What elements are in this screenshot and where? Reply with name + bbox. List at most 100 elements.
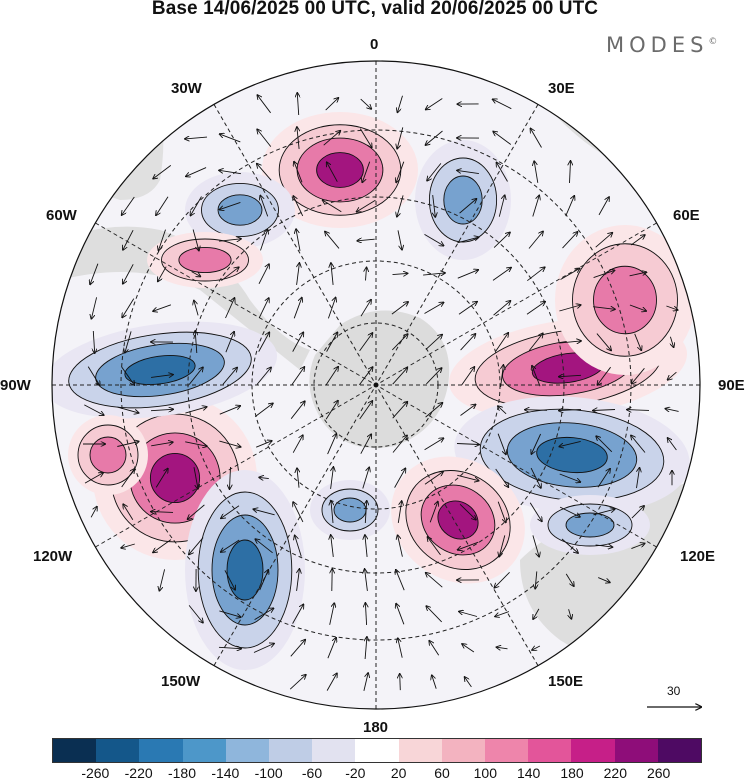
wind-vector <box>185 137 208 139</box>
negative-anomaly <box>333 497 367 523</box>
wind-vector <box>151 442 173 447</box>
anomaly-fields <box>52 112 695 670</box>
wind-vector <box>425 335 442 350</box>
wind-vector <box>565 196 575 217</box>
wind-vector <box>329 603 335 625</box>
wind-vector <box>219 610 240 617</box>
wind-vector <box>219 170 241 175</box>
wind-vector <box>221 267 238 282</box>
wind-vector <box>365 569 368 591</box>
wind-vector <box>595 233 613 248</box>
wind-vector <box>396 604 405 625</box>
wind-vector <box>325 401 338 420</box>
wind-vector <box>529 502 542 522</box>
south-america-land <box>60 226 310 370</box>
wind-vector <box>499 535 506 556</box>
colorbar-swatch <box>225 739 270 762</box>
wind-vector <box>359 128 371 148</box>
wind-vector <box>493 99 512 110</box>
wind-vector <box>495 333 508 352</box>
wind-vector <box>327 434 337 455</box>
wind-vector <box>365 603 366 626</box>
lon-label-120e: 120E <box>680 548 716 565</box>
reference-vector-label: 30 <box>667 684 681 698</box>
colorbar-tick-label: 20 <box>390 765 407 781</box>
negative-anomaly <box>226 539 264 601</box>
wind-vector <box>495 468 509 487</box>
wind-vector <box>365 535 367 557</box>
wind-vector <box>257 164 272 181</box>
wind-vector <box>456 444 479 445</box>
wind-vector <box>153 165 172 178</box>
wind-vector <box>117 406 138 413</box>
colorbar-swatch <box>182 739 226 762</box>
wind-vector <box>253 509 275 516</box>
wind-vector <box>323 131 341 146</box>
colorbar-swatch <box>96 739 140 762</box>
colorbar-tick-label: -220 <box>124 765 153 781</box>
wind-vector <box>188 504 205 519</box>
wind-vector <box>363 673 368 692</box>
wind-vector <box>397 501 401 523</box>
wind-vector <box>326 332 338 352</box>
wind-vector <box>260 196 269 217</box>
wind-vector <box>392 368 408 385</box>
wind-vector <box>498 195 504 217</box>
wind-vector <box>597 366 611 385</box>
wind-vector <box>84 404 103 415</box>
lon-label-180: 180 <box>363 719 389 736</box>
wind-vector <box>360 300 371 317</box>
negative-anomaly <box>565 512 615 538</box>
wind-vector <box>532 535 539 556</box>
wind-vector <box>290 401 305 419</box>
wind-vector <box>391 334 407 351</box>
wind-vector <box>498 406 507 415</box>
wind-vector <box>392 402 408 419</box>
wind-vector <box>392 273 408 274</box>
wind-vector <box>630 235 645 246</box>
wind-vector <box>465 677 472 688</box>
wind-vector <box>297 263 300 285</box>
wind-vector <box>493 301 511 316</box>
positive-anomaly <box>316 152 364 188</box>
wind-vector <box>598 577 610 583</box>
colorbar-swatch <box>657 739 702 762</box>
wind-vector <box>397 230 402 249</box>
wind-vector <box>570 161 571 184</box>
wind-vector <box>150 409 173 410</box>
wind-vector <box>665 409 679 412</box>
wind-vector <box>457 170 479 175</box>
wind-vector <box>258 332 270 352</box>
wind-vector <box>424 472 443 485</box>
map-boundary <box>51 60 701 710</box>
wind-vector <box>457 474 478 480</box>
wind-vector <box>532 366 541 387</box>
wind-vector <box>365 501 366 524</box>
wind-vector <box>429 641 440 656</box>
wind-vector <box>432 675 437 689</box>
wind-vector <box>292 435 303 453</box>
wind-vector <box>559 409 582 410</box>
colorbar-swatch <box>398 739 442 762</box>
wind-vector <box>396 161 405 183</box>
wind-vector <box>325 367 338 386</box>
wind-vector <box>293 196 304 217</box>
wind-vector <box>327 298 335 319</box>
wind-vector <box>153 304 172 311</box>
lon-label-60e: 60E <box>673 207 700 224</box>
wind-vector <box>225 298 235 319</box>
wind-vector <box>425 403 443 418</box>
colorbar-tick-label: -260 <box>81 765 110 781</box>
wind-vector <box>525 410 548 411</box>
wind-vector <box>423 273 445 275</box>
wind-vector <box>297 468 299 488</box>
wind-vector <box>559 341 581 343</box>
wind-vector <box>366 268 367 281</box>
wind-vector <box>532 196 539 217</box>
wind-vector <box>565 573 574 586</box>
colorbar-swatch <box>528 739 572 762</box>
wind-vector <box>559 506 580 517</box>
lon-label-120w: 120W <box>33 548 73 565</box>
wind-vector <box>331 535 334 557</box>
